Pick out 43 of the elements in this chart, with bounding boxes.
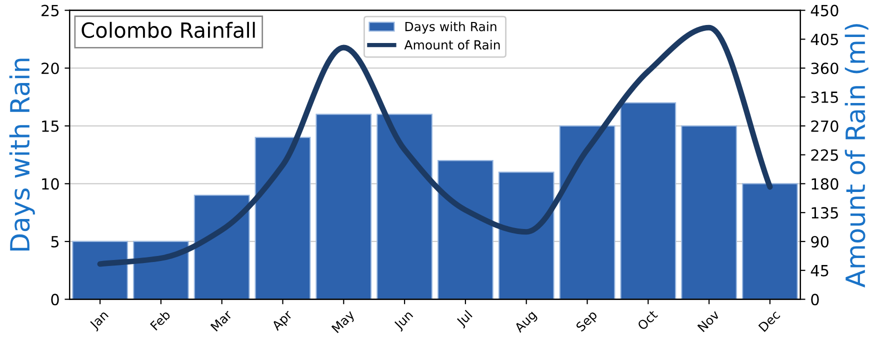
bar (742, 183, 798, 300)
x-tick-label: Jun (393, 310, 415, 332)
y-tick-label: 10 (42, 178, 59, 190)
y2-tick-label: 315 (811, 91, 838, 104)
y2-tick-label: 90 (811, 236, 829, 248)
y-tick-label: 25 (42, 4, 59, 16)
x-tick-label: Oct (636, 309, 658, 331)
x-tick-label: Jan (88, 310, 110, 332)
x-tick-label: Apr (271, 309, 295, 333)
chart-title: Colombo Rainfall (82, 22, 255, 38)
y2-axis-title: Amount of Rain (ml) (844, 24, 868, 288)
x-tick-label: Feb (150, 309, 171, 331)
y2-tick-label: 180 (812, 178, 838, 190)
y2-tick-label: 45 (810, 265, 828, 276)
y-tick-label: 15 (42, 120, 59, 132)
bar (681, 125, 738, 300)
bar (194, 194, 250, 300)
bar (316, 114, 372, 300)
bar (72, 240, 128, 300)
x-tick-label: Mar (210, 309, 233, 332)
legend-label: Amount of Rain (404, 40, 500, 50)
bar (559, 125, 616, 300)
y-axis-title: Days with Rain (9, 58, 35, 250)
bar (437, 160, 494, 300)
bar (620, 102, 676, 300)
y2-tick-label: 225 (811, 149, 838, 161)
y2-tick-label: 135 (812, 207, 838, 219)
y-tick-label: 0 (51, 294, 59, 306)
x-tick-label: Nov (697, 310, 720, 332)
legend-label: Days with Rain (405, 22, 496, 34)
y2-tick-label: 270 (811, 120, 838, 132)
y2-tick-label: 0 (811, 294, 819, 306)
y-tick-label: 20 (42, 62, 59, 74)
y2-tick-label: 450 (810, 4, 838, 16)
bar (254, 136, 311, 300)
x-tick-label: Jul (455, 310, 474, 329)
x-tick-label: Dec (758, 310, 781, 332)
y2-tick-label: 360 (811, 62, 838, 74)
y-tick-label: 5 (51, 236, 59, 248)
x-tick-label: Sep (575, 310, 600, 334)
bar (498, 172, 554, 300)
bar (376, 114, 433, 300)
y2-tick-label: 405 (810, 34, 838, 46)
